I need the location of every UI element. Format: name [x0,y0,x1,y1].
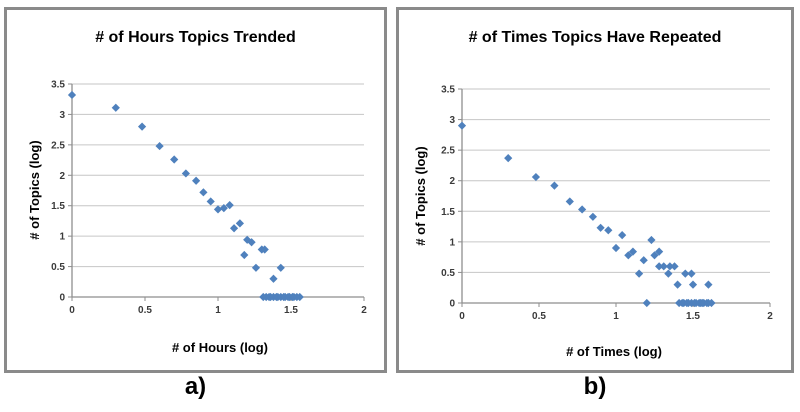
y-axis-label: # of Topics (log) [413,146,428,246]
data-point [181,169,190,178]
data-point [170,155,179,164]
x-tick-label: 0 [69,305,75,316]
data-point [199,188,208,197]
y-axis-label: # of Topics (log) [27,140,42,240]
data-point [624,251,633,260]
x-tick-label: 1.5 [686,311,700,322]
data-point [611,243,621,253]
data-point [229,224,239,233]
y-tick-label: 0.5 [51,262,65,273]
data-point [240,250,249,260]
scatter-plot-times: 0 0.5 1 1.5 2 2.5 3 3.5 0 0.5 1 1.5 2 [441,85,773,323]
y-tick-label: 2 [449,176,455,187]
x-tick-label: 1 [215,305,221,316]
data-point [550,181,559,190]
y-tick-label: 3.5 [441,85,455,96]
x-tick-label: 0.5 [532,311,546,322]
data-point [642,298,651,308]
data-point [639,256,648,265]
data-point [213,205,223,214]
data-point [635,269,644,278]
y-tick-label: 1.5 [51,201,65,212]
data-point [295,292,304,302]
chart-title: # of Hours Topics Trended [95,29,296,46]
y-tick-label: 1.5 [441,207,455,218]
y-tick-label: 2.5 [441,146,455,157]
data-point [504,153,513,163]
data-point [707,298,716,308]
data-point [596,223,605,232]
data-point [604,226,613,235]
data-point [647,235,656,245]
data-point [665,262,674,271]
data-point [276,263,285,272]
data-point [670,262,679,271]
x-tick-label: 2 [767,311,773,322]
x-tick-label: 2 [361,305,367,316]
y-tick-label: 2 [59,171,65,182]
data-point [687,269,696,278]
y-tick-label: 3 [59,110,65,121]
y-tick-label: 0 [59,293,65,304]
data-point [137,122,147,131]
chart-title: # of Times Topics Have Repeated [468,29,722,46]
chart-panel-a: # of Hours Topics Trended 0 0.5 1 1.5 2 2.5 3 3… [4,7,387,373]
data-point [155,141,164,151]
data-point [269,274,278,283]
y-tick-label: 3.5 [51,80,65,91]
data-point [655,247,664,256]
chart-panel-b: # of Times Topics Have Repeated 0 0.5 1 1.5… [396,7,794,373]
data-point [704,280,713,289]
y-tick-label: 1 [449,237,455,248]
scatter-plot-hours: 0 0.5 1 1.5 2 2.5 3 3.5 0 0.5 1 1.5 2 [51,80,367,317]
x-tick-label: 1.5 [284,305,298,316]
data-point [531,172,541,182]
data-point [457,121,467,130]
caption-b: b) [583,373,607,400]
data-point [655,262,664,271]
data-point [251,263,261,272]
data-point [225,201,234,210]
data-point [673,280,682,289]
x-tick-label: 1 [613,311,619,322]
data-point [688,280,698,289]
data-point [618,231,627,240]
data-point [578,205,587,214]
data-point [650,251,659,260]
x-axis-label: # of Hours (log) [171,340,269,355]
y-tick-label: 3 [449,115,455,126]
y-tick-label: 2.5 [51,140,65,151]
data-point [681,269,690,278]
data-point [67,90,77,100]
data-point [219,204,228,213]
x-axis-label: # of Times (log) [566,344,662,359]
x-tick-label: 0.5 [138,305,152,316]
caption-a: a) [184,373,207,400]
y-tick-label: 0.5 [441,268,455,279]
y-tick-label: 1 [59,232,65,243]
data-point [192,176,201,185]
data-point [247,238,256,247]
y-tick-label: 0 [449,299,455,310]
data-point [664,269,673,278]
data-point [588,212,597,221]
data-point [111,103,120,112]
data-point [235,219,244,228]
x-tick-label: 0 [459,311,465,322]
data-point [565,197,574,206]
data-point [659,262,668,271]
data-point [206,197,215,206]
data-point [628,247,638,256]
